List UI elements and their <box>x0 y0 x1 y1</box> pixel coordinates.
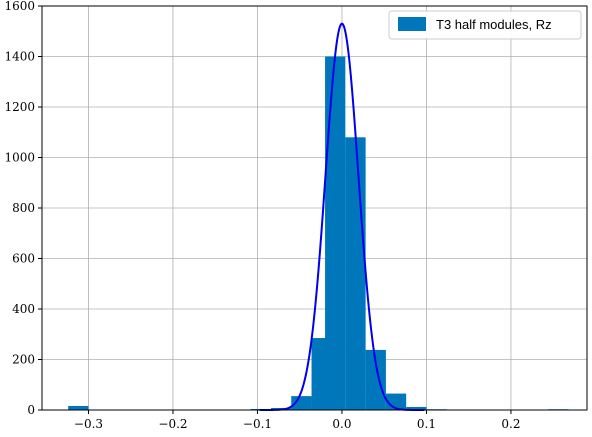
y-tick-label: 800 <box>12 201 35 215</box>
x-tick-label: −0.2 <box>158 417 187 431</box>
x-tick-label: −0.1 <box>243 417 272 431</box>
y-tick-label: 0 <box>27 403 35 417</box>
legend: T3 half modules, Rz <box>389 11 581 39</box>
y-tick-label: 200 <box>12 353 35 367</box>
histogram-bar <box>68 406 88 410</box>
y-tick-label: 400 <box>12 302 35 316</box>
x-tick-label: 0.1 <box>417 417 436 431</box>
x-tick-label: 0.2 <box>501 417 520 431</box>
y-tick-label: 600 <box>12 252 35 266</box>
histogram-bar <box>345 137 365 410</box>
y-tick-label: 1400 <box>4 50 35 64</box>
x-tick-label: 0.0 <box>332 417 351 431</box>
histogram-bar <box>325 57 345 411</box>
x-tick-label: −0.3 <box>74 417 103 431</box>
y-tick-label: 1600 <box>4 0 35 13</box>
y-tick-label: 1200 <box>4 100 35 114</box>
y-tick-label: 1000 <box>4 151 35 165</box>
legend-swatch <box>398 17 426 31</box>
legend-label: T3 half modules, Rz <box>436 17 552 32</box>
